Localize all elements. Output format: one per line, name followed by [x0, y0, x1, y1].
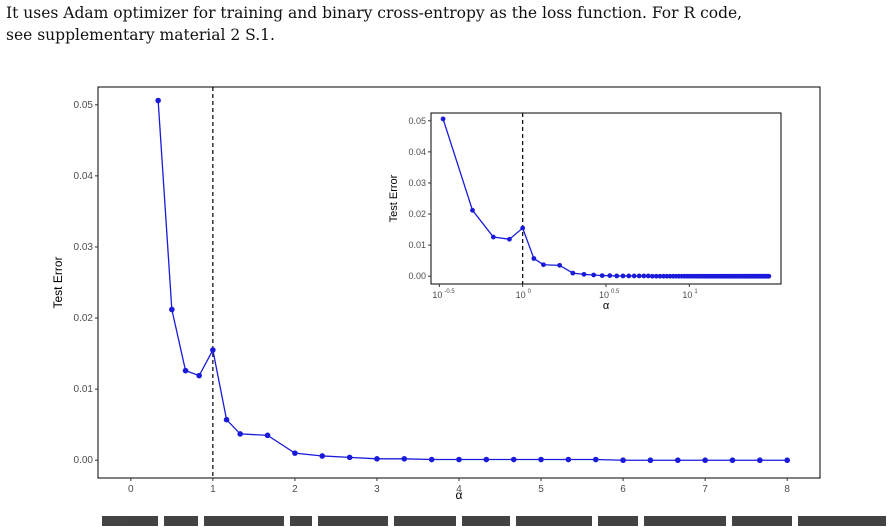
inset-data-point: [645, 273, 651, 279]
inset-x-axis-label: α: [603, 300, 610, 312]
inset-y-tick-label: 0.03: [408, 178, 426, 188]
cut-off-caption-line: [6, 496, 892, 528]
main-y-tick-label: 0.05: [74, 100, 94, 111]
inset-x-tick-label: 10: [682, 290, 692, 300]
inset-y-tick-label: 0.04: [408, 147, 426, 157]
inset-x-tick-exponent: 0: [528, 289, 532, 295]
inset-data-point: [620, 273, 626, 279]
inset-data-point: [614, 273, 620, 279]
main-y-tick-label: 0.02: [74, 313, 94, 324]
main-x-tick-label: 1: [210, 484, 216, 495]
inset-y-axis-label: Test Error: [388, 174, 400, 222]
body-text: It uses Adam optimizer for training and …: [6, 2, 892, 46]
inset-data-point: [626, 273, 632, 279]
inset-data-point: [657, 273, 663, 279]
inset-y-tick-label: 0.05: [408, 116, 426, 126]
inset-x-tick-exponent: 1: [694, 289, 698, 295]
inset-data-point: [541, 262, 546, 268]
main-y-tick-label: 0.01: [74, 384, 94, 395]
main-x-tick-label: 6: [620, 484, 626, 495]
main-data-point: [346, 454, 353, 461]
main-data-point: [675, 457, 681, 464]
inset-data-point: [490, 234, 496, 240]
inset-plot-frame: [430, 112, 782, 285]
inset-data-point: [631, 273, 637, 279]
inset-data-point: [591, 272, 597, 278]
main-data-point: [510, 456, 517, 463]
inset-data-point: [599, 273, 605, 279]
main-data-point: [620, 457, 626, 464]
main-data-point: [702, 457, 708, 464]
main-data-point: [169, 306, 175, 313]
main-data-point: [182, 367, 189, 374]
main-data-point: [319, 453, 326, 459]
inset-data-point: [653, 273, 659, 279]
inset-y-tick-label: 0.00: [408, 271, 426, 281]
main-data-point: [428, 456, 435, 463]
main-data-point: [292, 450, 298, 456]
main-data-point: [647, 457, 654, 464]
main-y-axis-label: Test Error: [51, 256, 65, 308]
main-data-point: [592, 456, 599, 463]
text-line-1: It uses Adam optimizer for training and …: [6, 4, 743, 22]
inset-data-point: [766, 273, 772, 279]
main-data-point: [210, 347, 216, 353]
inset-data-point: [607, 273, 613, 279]
inset-x-tick-label: 10: [432, 290, 442, 300]
main-data-point: [196, 372, 202, 379]
text-line-2: see supplementary material 2 S.1.: [6, 26, 275, 44]
inset-data-point: [440, 116, 446, 122]
inset-x-tick-label: 10: [516, 290, 526, 300]
main-x-axis-label: α: [456, 488, 463, 502]
inset-x-tick-exponent: 0.5: [611, 289, 620, 295]
main-data-point: [237, 431, 243, 437]
main-data-point: [155, 97, 161, 104]
main-data-point: [223, 416, 230, 423]
main-x-tick-label: 0: [128, 484, 134, 495]
main-data-point: [483, 456, 490, 463]
main-data-point: [401, 456, 408, 462]
inset-data-point: [581, 271, 587, 277]
main-data-point: [456, 456, 462, 463]
main-x-tick-label: 3: [374, 484, 380, 495]
inset-y-tick-label: 0.02: [408, 209, 426, 219]
main-y-tick-label: 0.00: [74, 455, 94, 466]
inset-data-point: [557, 262, 563, 268]
inset-data-point: [649, 273, 655, 279]
main-x-tick-label: 5: [538, 484, 544, 495]
main-data-point: [264, 432, 271, 439]
inset-data-point: [661, 273, 666, 279]
main-x-tick-label: 4: [456, 484, 462, 495]
main-data-point: [374, 456, 380, 462]
inset-data-point: [636, 273, 642, 279]
main-data-point: [757, 457, 763, 464]
main-data-point: [784, 457, 790, 464]
inset-data-point: [520, 225, 526, 231]
main-y-tick-label: 0.04: [74, 171, 94, 182]
main-x-tick-label: 8: [784, 484, 790, 495]
inset-y-tick-label: 0.01: [408, 240, 426, 250]
inset-data-point: [507, 236, 512, 242]
main-y-tick-label: 0.03: [74, 242, 94, 253]
inset-x-tick-label: 10: [599, 290, 609, 300]
inset-data-point: [531, 256, 537, 261]
main-data-point: [729, 457, 736, 464]
inset-data-point: [570, 270, 576, 276]
main-x-tick-label: 2: [292, 484, 298, 495]
inset-x-tick-exponent: -0.5: [444, 289, 455, 295]
inset-data-point: [470, 207, 475, 213]
inset-data-point: [641, 273, 647, 279]
main-data-point: [538, 456, 544, 463]
main-data-point: [565, 456, 572, 463]
main-x-tick-label: 7: [702, 484, 708, 495]
